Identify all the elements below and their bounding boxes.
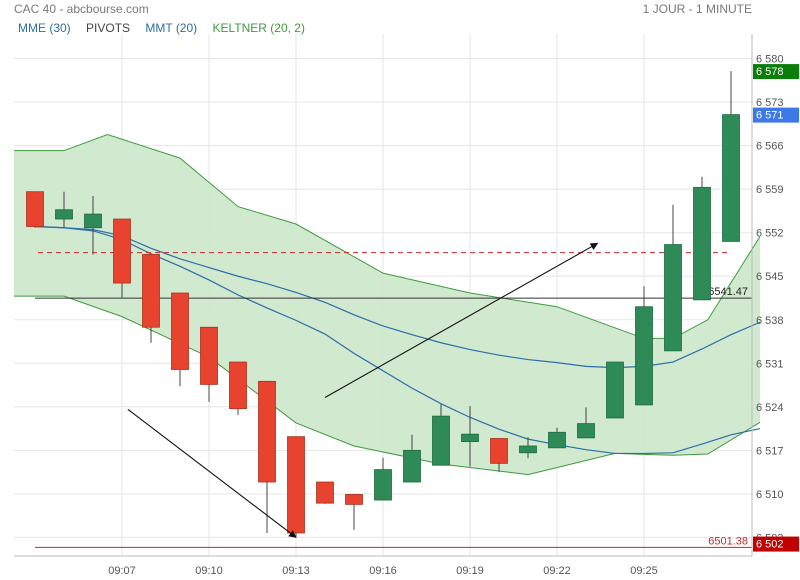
candle-body	[229, 361, 247, 410]
candle-body	[490, 438, 508, 464]
y-tick-label: 6 524	[756, 402, 784, 414]
candle-body	[258, 380, 276, 483]
candle-body	[374, 469, 392, 501]
y-tick-label: 6 559	[756, 184, 784, 196]
candle-body	[316, 481, 334, 504]
candles	[26, 71, 740, 537]
candle-body	[403, 449, 421, 483]
candle-body	[664, 244, 682, 352]
candle-body	[84, 213, 102, 229]
price-tag-label: 6 571	[756, 110, 784, 122]
candle-body	[200, 326, 218, 385]
candle-body	[519, 445, 537, 454]
candle-body	[142, 254, 160, 328]
price-tag-bg	[753, 107, 799, 123]
candle-body	[113, 218, 131, 284]
legend-item-keltner[interactable]: KELTNER (20, 2)	[212, 21, 305, 35]
x-tick-label: 09:25	[630, 565, 658, 577]
candle-body	[345, 494, 363, 505]
candle-body	[722, 114, 740, 242]
chart-title: CAC 40 - abcbourse.com	[14, 2, 149, 16]
chart-legend: MME (30) PIVOTS MMT (20) KELTNER (20, 2)	[18, 21, 317, 35]
candle-body	[461, 433, 479, 443]
price-tag-bg	[753, 536, 799, 552]
trend-arrow	[324, 242, 599, 398]
candle-body	[171, 292, 189, 370]
y-tick-label: 6 531	[756, 358, 784, 370]
candle-body	[432, 415, 450, 466]
candle-body	[635, 306, 653, 406]
y-tick-label: 6 580	[756, 54, 784, 66]
trend-arrows	[127, 242, 599, 538]
legend-item-mmt[interactable]: MMT (20)	[145, 21, 198, 35]
candle-body	[548, 431, 566, 449]
candle-body	[577, 423, 595, 439]
y-tick-label: 6 545	[756, 271, 784, 283]
x-tick-label: 09:19	[456, 565, 484, 577]
keltner-band	[14, 133, 761, 476]
x-tick-label: 09:07	[108, 565, 136, 577]
price-tag-label: 6 578	[756, 66, 784, 78]
price-tag-bg	[753, 64, 799, 80]
candle-body	[26, 191, 44, 227]
price-tags: 6 578 6 571 6 502	[753, 64, 799, 552]
pivot-lines: 6541.47 6501.38	[35, 252, 752, 548]
candle-body	[693, 186, 711, 301]
x-tick-label: 09:13	[282, 565, 310, 577]
keltner-lower-line	[14, 295, 761, 476]
legend-item-mme[interactable]: MME (30)	[18, 21, 71, 35]
keltner-fill	[14, 134, 760, 475]
pivot-label: 6541.47	[708, 286, 748, 298]
price-tag-label: 6 502	[756, 539, 784, 551]
candle-body	[287, 436, 305, 534]
candle-body	[606, 361, 624, 419]
y-tick-label: 6 510	[756, 489, 784, 501]
y-tick-label: 6 538	[756, 315, 784, 327]
candle-body	[55, 209, 73, 220]
pivot-label: 6501.38	[708, 535, 748, 547]
x-tick-label: 09:22	[543, 565, 571, 577]
y-tick-label: 6 517	[756, 445, 784, 457]
chart-period: 1 JOUR - 1 MINUTE	[642, 2, 752, 16]
x-tick-label: 09:16	[369, 565, 397, 577]
y-tick-label: 6 573	[756, 97, 784, 109]
y-tick-label: 6 566	[756, 141, 784, 153]
x-tick-label: 09:10	[195, 565, 223, 577]
trend-arrow	[127, 408, 297, 538]
y-tick-label: 6 552	[756, 228, 784, 240]
legend-item-pivots[interactable]: PIVOTS	[86, 21, 131, 35]
